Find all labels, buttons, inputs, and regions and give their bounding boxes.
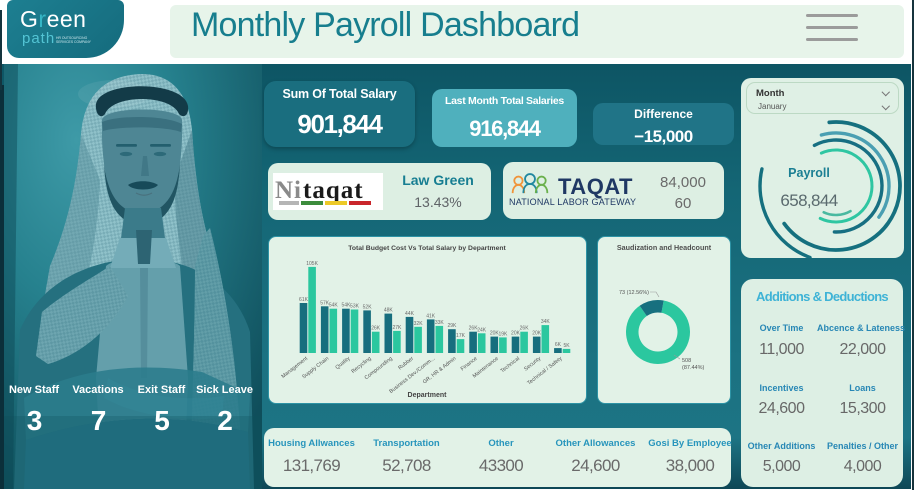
svg-text:57K: 57K [320, 300, 330, 306]
svg-text:24K: 24K [477, 327, 487, 333]
svg-text:Payroll: Payroll [788, 166, 830, 180]
svg-text:27K: 27K [392, 325, 402, 331]
svg-text:Quality: Quality [335, 356, 352, 371]
svg-text:61K: 61K [299, 297, 309, 303]
svg-text:26K: 26K [371, 326, 381, 332]
svg-text:20K: 20K [511, 331, 521, 337]
svg-text:Ni: Ni [275, 177, 302, 204]
svg-text:44K: 44K [405, 311, 415, 317]
svg-text:29K: 29K [447, 323, 457, 329]
svg-text:32K: 32K [414, 321, 424, 327]
svg-text:17K: 17K [456, 333, 466, 339]
svg-text:54K: 54K [341, 303, 351, 309]
svg-text:Total Budget Cost Vs Total Sal: Total Budget Cost Vs Total Salary by Dep… [348, 245, 506, 252]
svg-text:taqat: taqat [303, 177, 364, 204]
svg-text:52K: 52K [363, 304, 373, 310]
svg-text:6K: 6K [555, 342, 562, 348]
svg-text:20K: 20K [532, 331, 542, 337]
svg-text:54K: 54K [329, 303, 339, 309]
svg-text:53K: 53K [350, 304, 360, 310]
svg-text:Technical: Technical [500, 356, 521, 375]
svg-text:Rubber: Rubber [397, 356, 415, 372]
svg-text:26K: 26K [469, 326, 479, 332]
svg-text:20K: 20K [490, 331, 500, 337]
svg-text:658,844: 658,844 [780, 191, 837, 210]
svg-text:(87.44%): (87.44%) [682, 365, 704, 371]
svg-text:48K: 48K [384, 308, 394, 314]
svg-text:26K: 26K [520, 326, 530, 332]
svg-text:41K: 41K [426, 313, 436, 319]
svg-text:Saudization and Headcount: Saudization and Headcount [617, 243, 712, 252]
svg-text:73 (12.56%): 73 (12.56%) [619, 290, 649, 296]
svg-text:Department: Department [408, 392, 448, 399]
svg-text:34K: 34K [541, 319, 551, 325]
svg-text:19K: 19K [498, 331, 508, 337]
svg-text:33K: 33K [435, 320, 445, 326]
svg-text:5K: 5K [563, 343, 570, 349]
svg-text:Security: Security [523, 356, 542, 373]
svg-text:508: 508 [682, 358, 691, 364]
svg-text:105K: 105K [306, 261, 318, 267]
svg-text:Finance: Finance [460, 356, 479, 373]
